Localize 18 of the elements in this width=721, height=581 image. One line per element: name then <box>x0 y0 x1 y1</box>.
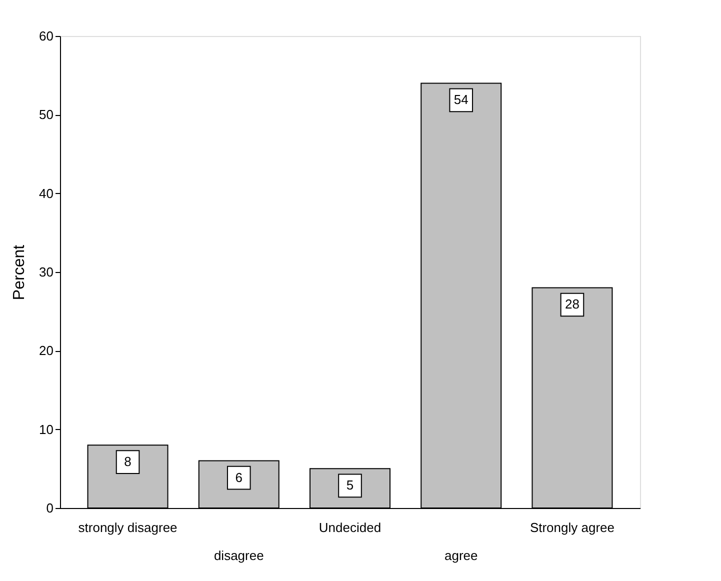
y-tick-label: 60 <box>39 28 54 44</box>
y-tick-label: 10 <box>39 422 54 437</box>
y-tick-label: 30 <box>39 264 54 280</box>
x-tick-label: agree <box>444 548 478 563</box>
data-label: 5 <box>346 478 354 493</box>
x-tick-label: disagree <box>214 548 264 563</box>
y-tick-label: 40 <box>39 186 54 201</box>
x-tick-label: Undecided <box>318 520 382 535</box>
y-tick-label: 50 <box>39 107 54 122</box>
y-tick-label: 0 <box>46 500 54 516</box>
data-label: 8 <box>124 454 132 470</box>
data-label: 6 <box>235 470 243 485</box>
data-label: 54 <box>454 92 468 108</box>
data-label: 28 <box>564 296 580 312</box>
x-tick-label: Strongly agree <box>530 520 615 535</box>
x-tick-label: strongly disagree <box>78 520 178 535</box>
y-axis-title: Percent <box>11 244 28 300</box>
y-tick-label: 20 <box>39 343 54 358</box>
